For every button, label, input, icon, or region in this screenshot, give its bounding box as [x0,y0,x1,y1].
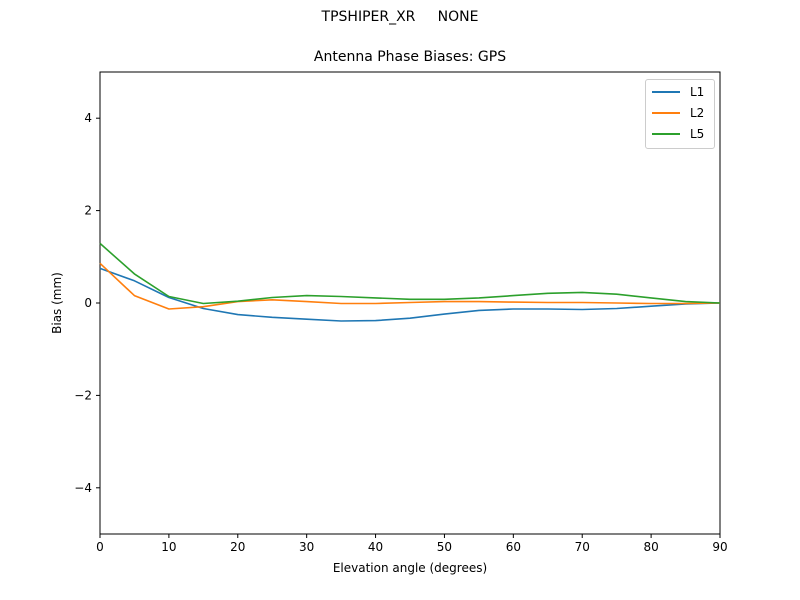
x-axis-label: Elevation angle (degrees) [332,561,488,575]
y-tick-label: 4 [84,111,92,125]
figure-suptitle: TPSHIPER_XR NONE [321,9,479,25]
axis-ticks: 0 10 20 30 40 50 60 70 80 90 −4 −2 0 2 4 [74,111,727,554]
legend-swatch-l1 [652,91,680,93]
legend-swatch-l5 [652,133,680,135]
x-tick-label: 10 [161,540,176,554]
series-line-l1 [99,267,721,322]
x-tick-label: 70 [575,540,590,554]
legend-item-l1: L1 [652,85,704,99]
x-tick-label: 40 [368,540,383,554]
x-tick-label: 60 [506,540,521,554]
chart-title: Antenna Phase Biases: GPS [313,49,507,65]
x-tick-label: 20 [230,540,245,554]
legend-swatch-l2 [652,112,680,114]
legend-item-l5: L5 [652,127,704,141]
x-tick-label: 0 [96,540,104,554]
legend-label-l2: L2 [690,106,705,120]
y-tick-label: 2 [84,204,92,218]
x-tick-label: 80 [643,540,658,554]
x-tick-label: 50 [437,540,452,554]
legend-label-l5: L5 [690,127,705,141]
y-tick-label: −4 [74,481,92,495]
legend: L1 L2 L5 [645,79,715,149]
series-line-l2 [99,262,721,310]
y-tick-label: 0 [84,296,92,310]
y-tick-label: −2 [74,388,92,402]
y-axis-label: Bias (mm) [50,272,64,334]
data-lines [99,242,721,322]
legend-item-l2: L2 [652,106,704,120]
x-tick-label: 30 [299,540,314,554]
legend-label-l1: L1 [690,85,705,99]
series-line-l5 [99,242,721,305]
x-tick-label: 90 [712,540,727,554]
